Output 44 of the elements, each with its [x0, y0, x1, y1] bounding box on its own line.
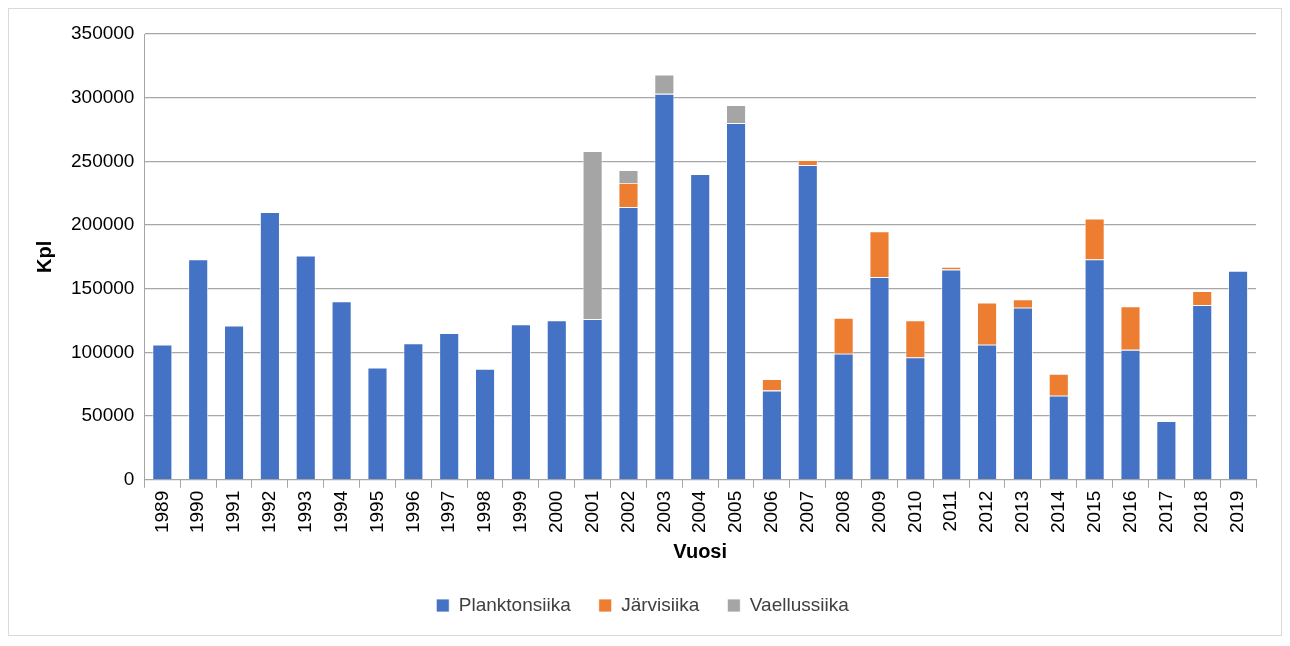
y-tick-label: 350000: [71, 22, 135, 44]
x-tick-label: 1995: [365, 490, 387, 534]
legend-label: Järvisiika: [621, 593, 700, 615]
y-axis-title: Kpl: [32, 240, 55, 273]
x-tick-label: 2001: [580, 490, 602, 534]
legend-label: Planktonsiika: [458, 593, 572, 615]
x-tick-label: 1996: [401, 490, 423, 534]
x-tick-label: 1992: [258, 490, 280, 534]
x-tick-label: 2008: [831, 490, 853, 534]
x-tick-label: 2003: [652, 490, 674, 534]
x-tick-label: 2019: [1226, 490, 1248, 534]
x-tick-label: 2013: [1011, 490, 1033, 534]
legend-label: Vaellussiika: [749, 593, 850, 615]
x-tick-label: 1989: [150, 490, 172, 534]
x-tick-label: 2004: [688, 490, 710, 534]
x-tick-label: 2010: [903, 490, 925, 534]
x-tick-label: 1997: [437, 490, 459, 534]
x-tick-label: 1993: [294, 490, 315, 534]
x-tick-label: 2011: [939, 490, 961, 532]
x-tick-label: 2009: [867, 490, 889, 534]
x-tick-label: 1990: [186, 490, 208, 534]
x-tick-label: 1999: [509, 490, 531, 534]
x-tick-label: 2002: [616, 490, 638, 534]
y-tick-label: 150000: [71, 276, 135, 298]
x-tick-label: 1998: [473, 490, 495, 534]
x-tick-label: 2012: [975, 490, 997, 534]
y-tick-label: 100000: [71, 340, 135, 362]
x-tick-label: 2000: [545, 490, 566, 534]
x-tick-label: 2016: [1118, 490, 1140, 534]
x-tick-label: 2015: [1082, 490, 1104, 534]
x-tick-label: 1994: [329, 490, 351, 534]
y-tick-label: 300000: [71, 85, 135, 107]
x-tick-label: 2005: [724, 490, 746, 534]
x-axis-title: Vuosi: [673, 539, 728, 562]
y-tick-label: 250000: [71, 149, 135, 171]
x-tick-label: 2018: [1190, 490, 1212, 534]
y-tick-label: 0: [123, 467, 135, 489]
x-tick-label: 2014: [1047, 490, 1069, 534]
x-tick-label: 2017: [1154, 490, 1176, 534]
y-tick-label: 50000: [81, 404, 135, 426]
x-tick-label: 2007: [796, 490, 818, 534]
y-tick-label: 200000: [71, 213, 135, 235]
x-tick-label: 2006: [760, 490, 782, 534]
x-tick-label: 1991: [222, 490, 244, 534]
